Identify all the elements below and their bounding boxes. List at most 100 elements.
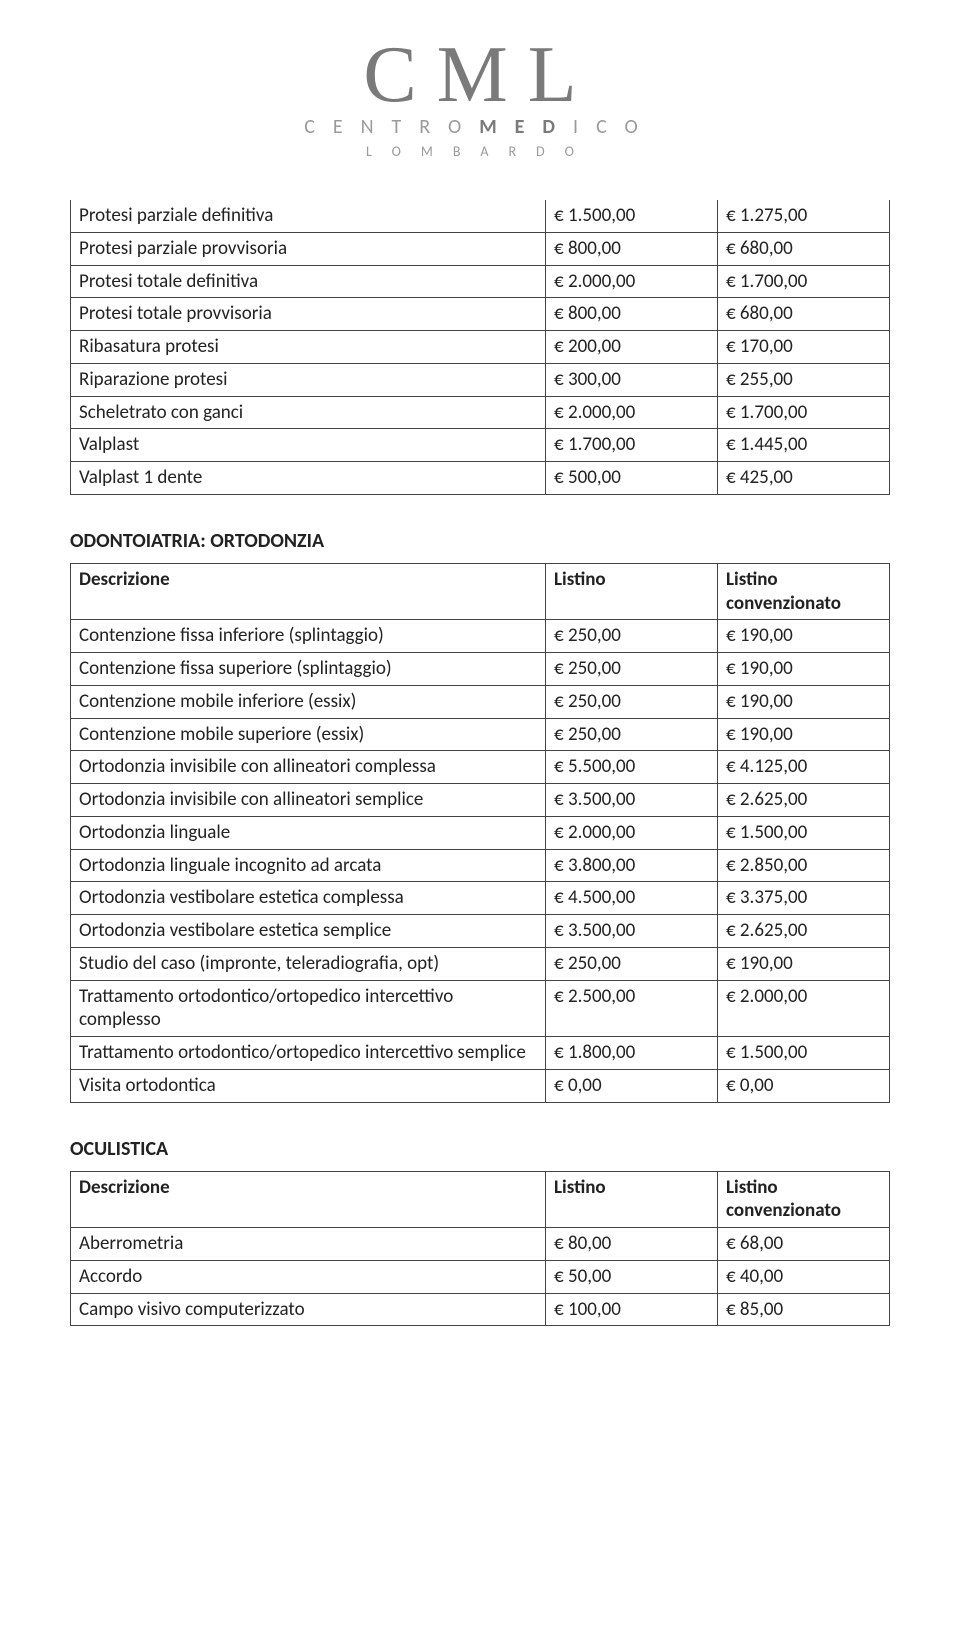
table-row: Aberrometria€ 80,00€ 68,00: [71, 1228, 890, 1261]
logo-subtitle: CENTROMEDICO: [70, 115, 890, 139]
cell-convenzionato: € 2.000,00: [718, 980, 890, 1037]
cell-listino: € 2.000,00: [546, 265, 718, 298]
cell-convenzionato: € 2.850,00: [718, 849, 890, 882]
table-row: Trattamento ortodontico/ortopedico inter…: [71, 1037, 890, 1070]
cell-listino: € 3.800,00: [546, 849, 718, 882]
table-protesi: Protesi parziale definitiva€ 1.500,00€ 1…: [70, 200, 890, 495]
cell-listino: € 1.800,00: [546, 1037, 718, 1070]
section-title-ortodonzia: ODONTOIATRIA: ORTODONZIA: [70, 529, 890, 553]
cell-listino: € 5.500,00: [546, 751, 718, 784]
table-row: Contenzione mobile inferiore (essix)€ 25…: [71, 685, 890, 718]
cell-convenzionato: € 425,00: [718, 462, 890, 495]
cell-desc: Protesi parziale definitiva: [71, 200, 546, 232]
logo-mid-right: ICO: [573, 115, 656, 139]
table-row: Valplast€ 1.700,00€ 1.445,00: [71, 429, 890, 462]
table-row: Ortodonzia invisibile con allineatori se…: [71, 784, 890, 817]
table-row: Ortodonzia vestibolare estetica semplice…: [71, 915, 890, 948]
table-row: Riparazione protesi€ 300,00€ 255,00: [71, 363, 890, 396]
cell-desc: Contenzione fissa superiore (splintaggio…: [71, 653, 546, 686]
cell-listino: € 1.700,00: [546, 429, 718, 462]
cell-listino: € 3.500,00: [546, 784, 718, 817]
table-header-row: Descrizione Listino Listino convenzionat…: [71, 1171, 890, 1228]
cell-listino: € 250,00: [546, 718, 718, 751]
cell-convenzionato: € 1.500,00: [718, 816, 890, 849]
table-row: Contenzione fissa inferiore (splintaggio…: [71, 620, 890, 653]
col-header-listino: Listino: [546, 1171, 718, 1228]
cell-listino: € 300,00: [546, 363, 718, 396]
cell-listino: € 3.500,00: [546, 915, 718, 948]
cell-listino: € 100,00: [546, 1293, 718, 1326]
table-row: Protesi parziale provvisoria€ 800,00€ 68…: [71, 232, 890, 265]
cell-desc: Contenzione mobile inferiore (essix): [71, 685, 546, 718]
cell-desc: Accordo: [71, 1260, 546, 1293]
logo-mid-bold: MED: [479, 115, 573, 139]
table-row: Ortodonzia invisibile con allineatori co…: [71, 751, 890, 784]
cell-listino: € 0,00: [546, 1069, 718, 1102]
cell-convenzionato: € 680,00: [718, 298, 890, 331]
table-row: Accordo€ 50,00€ 40,00: [71, 1260, 890, 1293]
cell-convenzionato: € 1.500,00: [718, 1037, 890, 1070]
cell-convenzionato: € 190,00: [718, 718, 890, 751]
cell-convenzionato: € 4.125,00: [718, 751, 890, 784]
cell-convenzionato: € 255,00: [718, 363, 890, 396]
table-row: Valplast 1 dente€ 500,00€ 425,00: [71, 462, 890, 495]
cell-desc: Protesi parziale provvisoria: [71, 232, 546, 265]
cell-desc: Contenzione fissa inferiore (splintaggio…: [71, 620, 546, 653]
cell-listino: € 2.000,00: [546, 816, 718, 849]
cell-desc: Valplast 1 dente: [71, 462, 546, 495]
table-oculistica: Descrizione Listino Listino convenzionat…: [70, 1171, 890, 1327]
cell-listino: € 2.000,00: [546, 396, 718, 429]
cell-convenzionato: € 1.700,00: [718, 396, 890, 429]
table-row: Campo visivo computerizzato€ 100,00€ 85,…: [71, 1293, 890, 1326]
cell-desc: Aberrometria: [71, 1228, 546, 1261]
cell-listino: € 800,00: [546, 232, 718, 265]
cell-desc: Ortodonzia vestibolare estetica semplice: [71, 915, 546, 948]
cell-convenzionato: € 0,00: [718, 1069, 890, 1102]
table-ortodonzia: Descrizione Listino Listino convenzionat…: [70, 563, 890, 1103]
table-row: Protesi totale definitiva€ 2.000,00€ 1.7…: [71, 265, 890, 298]
cell-desc: Ortodonzia vestibolare estetica compless…: [71, 882, 546, 915]
cell-listino: € 250,00: [546, 620, 718, 653]
cell-convenzionato: € 1.700,00: [718, 265, 890, 298]
cell-listino: € 500,00: [546, 462, 718, 495]
cell-listino: € 4.500,00: [546, 882, 718, 915]
cell-desc: Ribasatura protesi: [71, 331, 546, 364]
cell-listino: € 80,00: [546, 1228, 718, 1261]
cell-desc: Protesi totale definitiva: [71, 265, 546, 298]
table-row: Visita ortodontica€ 0,00€ 0,00: [71, 1069, 890, 1102]
cell-convenzionato: € 190,00: [718, 685, 890, 718]
cell-convenzionato: € 680,00: [718, 232, 890, 265]
cell-desc: Ortodonzia invisibile con allineatori co…: [71, 751, 546, 784]
table-row: Studio del caso (impronte, teleradiograf…: [71, 947, 890, 980]
cell-convenzionato: € 190,00: [718, 653, 890, 686]
table-row: Contenzione fissa superiore (splintaggio…: [71, 653, 890, 686]
logo-main: CML: [70, 30, 890, 121]
cell-desc: Ortodonzia invisibile con allineatori se…: [71, 784, 546, 817]
cell-desc: Campo visivo computerizzato: [71, 1293, 546, 1326]
table-row: Ortodonzia linguale€ 2.000,00€ 1.500,00: [71, 816, 890, 849]
col-header-desc: Descrizione: [71, 563, 546, 620]
table-row: Ribasatura protesi€ 200,00€ 170,00: [71, 331, 890, 364]
cell-desc: Trattamento ortodontico/ortopedico inter…: [71, 980, 546, 1037]
cell-convenzionato: € 170,00: [718, 331, 890, 364]
cell-convenzionato: € 190,00: [718, 620, 890, 653]
cell-convenzionato: € 1.275,00: [718, 200, 890, 232]
cell-listino: € 50,00: [546, 1260, 718, 1293]
col-header-conv: Listino convenzionato: [718, 1171, 890, 1228]
cell-convenzionato: € 1.445,00: [718, 429, 890, 462]
cell-listino: € 800,00: [546, 298, 718, 331]
cell-desc: Scheletrato con ganci: [71, 396, 546, 429]
table-row: Trattamento ortodontico/ortopedico inter…: [71, 980, 890, 1037]
col-header-desc: Descrizione: [71, 1171, 546, 1228]
cell-listino: € 2.500,00: [546, 980, 718, 1037]
cell-convenzionato: € 40,00: [718, 1260, 890, 1293]
col-header-conv: Listino convenzionato: [718, 563, 890, 620]
cell-desc: Protesi totale provvisoria: [71, 298, 546, 331]
cell-desc: Studio del caso (impronte, teleradiograf…: [71, 947, 546, 980]
cell-convenzionato: € 2.625,00: [718, 784, 890, 817]
logo-tagline: LOMBARDO: [70, 143, 890, 160]
cell-convenzionato: € 3.375,00: [718, 882, 890, 915]
table-row: Scheletrato con ganci€ 2.000,00€ 1.700,0…: [71, 396, 890, 429]
col-header-listino: Listino: [546, 563, 718, 620]
table-header-row: Descrizione Listino Listino convenzionat…: [71, 563, 890, 620]
